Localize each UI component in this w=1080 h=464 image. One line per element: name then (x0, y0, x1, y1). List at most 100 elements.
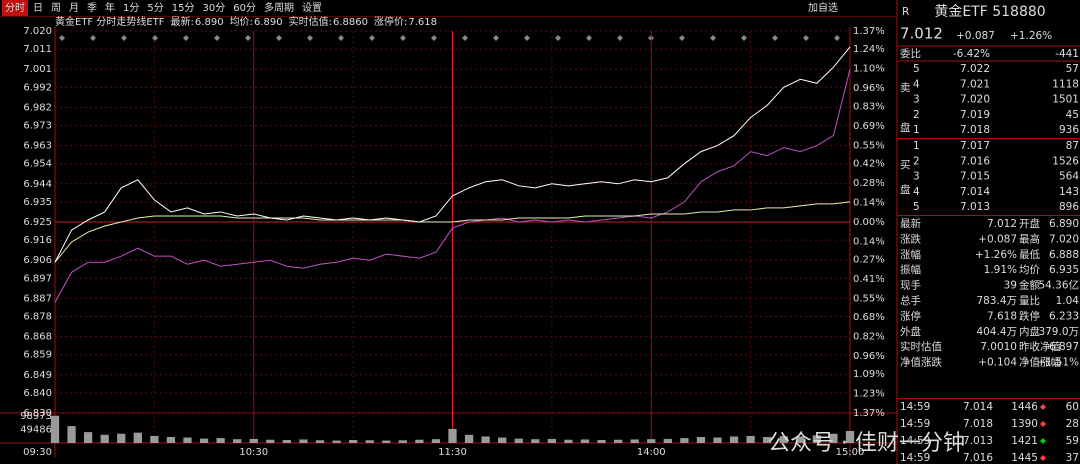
stat-label: 跌停 (1019, 309, 1040, 322)
series-line (54, 69, 851, 303)
volume-bar (498, 437, 507, 443)
legend-label: 均价: (230, 16, 253, 28)
y-tick-label: 6.868 (23, 332, 52, 343)
book-volume: 45 (1066, 109, 1079, 121)
y2-tick-label: 1.23% (853, 388, 885, 399)
legend-value: 6.890 (195, 17, 224, 28)
toolbar-tab[interactable]: 月 (69, 2, 79, 14)
book-side: 盘 (900, 121, 911, 134)
trade-volume: 1446 (1011, 401, 1038, 413)
stat-label: 涨停 (900, 309, 921, 322)
volume-bar (547, 438, 557, 443)
stat-value: 7.618 (987, 310, 1017, 322)
watermark: 公众号 · 佳财一分钟 (768, 431, 965, 456)
stat-value: 39 (1004, 280, 1017, 292)
trade-flag (1040, 404, 1046, 410)
marker (183, 35, 189, 41)
trade-time: 14:59 (900, 435, 930, 447)
book-level: 2 (913, 155, 920, 167)
volume-bar (514, 438, 523, 443)
volume-bar (845, 431, 855, 443)
volume-bar (481, 436, 490, 443)
volume-bar (680, 438, 689, 443)
panel-tag: R (902, 6, 909, 18)
legend-value: 6.890 (254, 17, 283, 28)
stat-label: 金额 (1019, 279, 1041, 292)
y-tick-label: 6.935 (23, 197, 52, 208)
volume-bar (746, 435, 755, 443)
x-tick-label: 15:00 (836, 447, 865, 458)
book-price: 7.022 (960, 63, 990, 75)
stat-label: 均价 (1019, 264, 1041, 276)
stock-change: +0.087 (956, 30, 995, 42)
volume-bar (315, 440, 325, 443)
trade-count: 37 (1066, 452, 1079, 464)
x-tick-label: 14:00 (637, 447, 666, 458)
add-favorite[interactable]: 加自选 (808, 1, 838, 14)
y2-tick-label: 0.55% (853, 294, 885, 305)
marker (214, 35, 220, 41)
y2-tick-label: 0.96% (853, 351, 885, 362)
trade-time: 14:59 (900, 418, 930, 430)
marker (524, 35, 530, 41)
toolbar-tab[interactable]: 日 (33, 3, 43, 14)
volume-bar (564, 439, 573, 443)
toolbar-tab[interactable]: 60分 (233, 2, 256, 14)
volume-bar (348, 440, 358, 443)
toolbar-tab[interactable]: 年 (105, 1, 115, 14)
volume-bar (647, 439, 656, 443)
book-level: 4 (913, 78, 920, 90)
y2-tick-label: 0.14% (853, 237, 885, 248)
y-tick-label: 6.954 (23, 159, 52, 170)
stat-value: 6.888 (1049, 249, 1079, 261)
book-volume: 936 (1059, 124, 1079, 136)
book-level: 3 (913, 171, 920, 183)
toolbar-tab[interactable]: 周 (51, 2, 61, 14)
y-tick-label: 7.001 (23, 64, 52, 75)
volume-bar (50, 415, 60, 443)
stat-label: 最新 (900, 217, 921, 230)
marker (803, 35, 809, 41)
volume-bar (812, 435, 822, 443)
marker (834, 35, 840, 41)
trade-price: 7.014 (963, 401, 993, 413)
marker (617, 35, 623, 41)
toolbar-tab[interactable]: 设置 (302, 2, 322, 14)
toolbar-tab[interactable]: 15分 (172, 2, 195, 14)
volume-bar (365, 440, 374, 443)
volume-bar (199, 438, 209, 443)
trade-price: 7.013 (963, 435, 993, 447)
trade-flag (1040, 421, 1046, 427)
toolbar-tab[interactable]: 分时 (5, 2, 25, 14)
volume-bar (663, 438, 672, 443)
weibi-pct: -6.42% (953, 48, 990, 60)
stat-value: +1.51% (1037, 357, 1079, 369)
active-tab (2, 0, 28, 16)
trade-count: 59 (1066, 435, 1079, 447)
volume-bar (431, 439, 441, 443)
stat-value: 783.4万 (976, 295, 1017, 307)
marker (338, 35, 344, 41)
marker (307, 35, 313, 41)
volume-tick-label: 98973 (20, 411, 52, 422)
stat-value: 7.012 (987, 218, 1017, 230)
y2-tick-label: 0.68% (853, 312, 885, 323)
volume-bar (266, 439, 275, 443)
stat-label: 总手 (900, 294, 921, 307)
toolbar-tab[interactable]: 多周期 (264, 1, 294, 14)
book-price: 7.014 (960, 186, 990, 198)
toolbar-tab[interactable]: 5分 (147, 2, 163, 14)
toolbar-tab[interactable]: 季 (87, 2, 97, 14)
toolbar-tab[interactable]: 1分 (123, 2, 139, 14)
toolbar-tab[interactable]: 30分 (202, 2, 225, 14)
volume-bar (183, 437, 192, 443)
stat-label: 净值涨幅 (1019, 356, 1061, 369)
volume-bar (415, 439, 424, 443)
y-tick-label: 6.982 (23, 102, 52, 113)
y2-tick-label: 0.28% (853, 178, 885, 189)
y2-tick-label: 0.69% (853, 121, 885, 132)
volume-bar (630, 439, 639, 443)
marker (555, 35, 561, 41)
